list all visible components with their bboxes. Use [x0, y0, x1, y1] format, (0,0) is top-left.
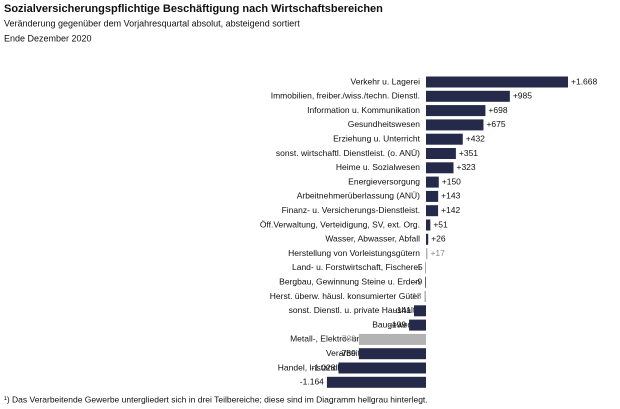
category-label: Wasser, Abwasser, Abfall	[325, 234, 420, 244]
bar	[426, 162, 454, 174]
category-label: Information u. Kommunikation	[307, 105, 420, 115]
value-label: +1.668	[571, 76, 598, 86]
category-label: Baugewerbe	[372, 319, 420, 329]
value-label: +143	[441, 191, 460, 201]
bar	[338, 362, 426, 374]
value-label: +985	[513, 91, 532, 101]
bar	[426, 176, 439, 188]
category-label: Energieversorgung	[348, 176, 420, 186]
bar	[426, 219, 431, 231]
category-label: Gesundheitswesen	[348, 119, 421, 129]
value-label: +675	[486, 119, 505, 129]
category-label: Heime u. Sozialwesen	[336, 162, 420, 172]
chart-title: Sozialversicherungspflichtige Beschäftig…	[4, 3, 383, 15]
bar	[426, 76, 568, 88]
bar	[426, 205, 439, 217]
footnote: ¹) Das Verarbeitende Gewerbe untergliede…	[4, 394, 428, 404]
value-label: -199	[389, 319, 406, 329]
bar	[358, 348, 426, 360]
value-label: -9	[415, 276, 423, 286]
category-label: Verkehr u. Lagerei	[351, 76, 421, 86]
value-label: +26	[431, 234, 446, 244]
category-label: Bergbau, Gewinnung Steine u. Erden	[279, 276, 420, 286]
value-label: +17	[430, 248, 445, 258]
bar	[426, 148, 456, 159]
bar	[426, 133, 463, 145]
value-label: -1.028	[311, 362, 335, 372]
category-label: sonst. Dienstl. u. private Haushalte	[289, 305, 421, 315]
category-label: Finanz- u. Versicherungs-Dienstleist.	[282, 205, 420, 215]
value-label: +698	[488, 105, 507, 115]
value-label: +150	[442, 176, 461, 186]
bar	[409, 319, 426, 331]
category-label: Immobilien, freiber./wiss./techn. Dienst…	[271, 91, 420, 101]
category-label: Erziehung u. Unterricht	[333, 133, 421, 143]
value-label: -789	[339, 348, 356, 358]
bar	[413, 305, 426, 317]
value-label: +432	[466, 133, 485, 143]
value-label: -141	[394, 305, 411, 315]
value-label: -18	[409, 291, 422, 301]
chart-subtitle: Veränderung gegenüber dem Vorjahresquart…	[4, 18, 300, 28]
bar	[426, 233, 429, 245]
bar	[326, 376, 426, 388]
bar	[358, 333, 426, 345]
value-label: +51	[433, 219, 448, 229]
value-label: -5	[415, 262, 423, 272]
bar	[424, 291, 426, 302]
category-label: Land- u. Forstwirtschaft, Fischerei	[292, 262, 420, 272]
value-label: -788	[339, 334, 356, 344]
bar	[426, 119, 484, 131]
category-label: sonst. wirtschaftl. Dienstleist. (o. ANÜ…	[276, 148, 420, 158]
value-label: -1.164	[300, 377, 324, 387]
bar	[426, 90, 510, 102]
value-label: +142	[441, 205, 460, 215]
category-label: Öff.Verwaltung, Verteidigung, SV, ext. O…	[260, 219, 420, 229]
bar	[426, 105, 486, 117]
value-label: +323	[456, 162, 475, 172]
bar	[426, 248, 428, 260]
bar	[426, 190, 439, 202]
date-label: Ende Dezember 2020	[4, 33, 92, 43]
category-label: Herst. überw. häusl. konsumierter Güter	[270, 291, 420, 301]
bar	[425, 276, 426, 288]
value-label: +351	[459, 148, 478, 158]
category-label: Herstellung von Vorleistungsgütern	[288, 248, 420, 258]
category-label: Arbeitnehmerüberlassung (ANÜ)	[297, 191, 420, 201]
category-label: Metall-, Elektro- und Stahlindustrie	[290, 334, 420, 344]
